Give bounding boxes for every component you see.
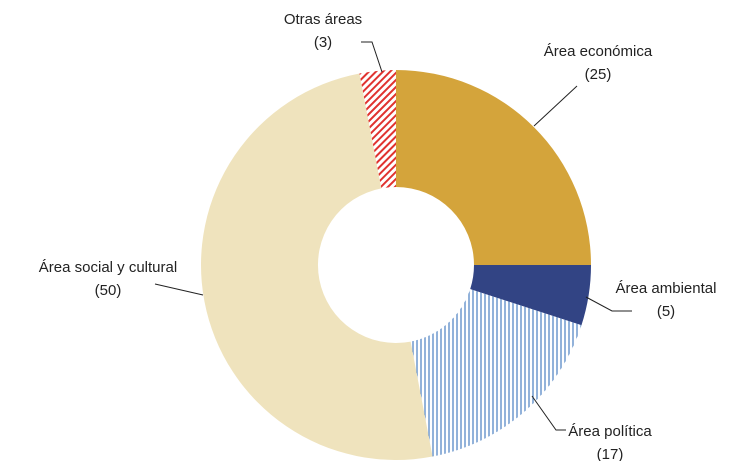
leader-line xyxy=(585,296,632,312)
slice xyxy=(410,289,582,457)
leader-line xyxy=(154,283,204,296)
slice-label: Área social y cultural xyxy=(39,259,177,276)
value-label: (25) xyxy=(585,66,612,83)
value-label: (3) xyxy=(314,34,332,51)
slice-label: Área ambiental xyxy=(616,280,717,297)
value-label: (5) xyxy=(657,303,675,320)
leader-line xyxy=(531,395,566,431)
slice-label: Área política xyxy=(568,423,652,440)
leader-line xyxy=(361,41,383,73)
slice-label: Otras áreas xyxy=(284,11,362,28)
slice-label: Área económica xyxy=(544,43,653,60)
value-label: (50) xyxy=(95,282,122,299)
value-label: (17) xyxy=(597,446,624,461)
slice xyxy=(470,265,591,326)
slice xyxy=(359,70,396,189)
slice xyxy=(396,70,591,265)
leader-line xyxy=(533,85,578,127)
slice xyxy=(201,73,433,461)
